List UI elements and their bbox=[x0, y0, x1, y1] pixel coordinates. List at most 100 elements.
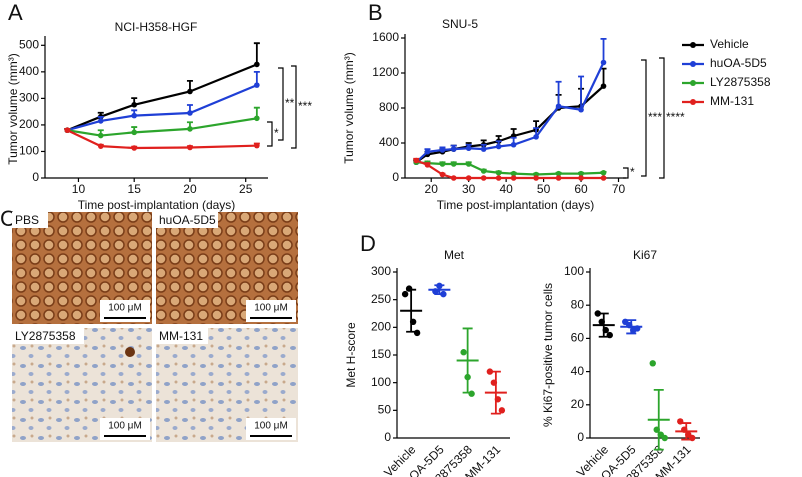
label-bg bbox=[12, 328, 84, 344]
image-label: PBS bbox=[15, 213, 39, 227]
point bbox=[254, 142, 260, 149]
point bbox=[480, 146, 487, 152]
series-line bbox=[67, 117, 258, 137]
y-tick-label: 300 bbox=[371, 264, 391, 278]
label-bg bbox=[12, 212, 48, 228]
point bbox=[533, 175, 539, 181]
scale-label: 100 μM bbox=[254, 303, 288, 314]
legend-marker bbox=[690, 42, 696, 48]
point bbox=[424, 162, 431, 168]
label-bg bbox=[156, 212, 218, 228]
point bbox=[131, 112, 137, 119]
x-tick-label: 70 bbox=[612, 182, 626, 196]
x-tick-label: 20 bbox=[183, 182, 197, 196]
point bbox=[555, 103, 562, 110]
scale-bars: 100 μM 100 μM 100 μM 100 μM bbox=[100, 300, 296, 440]
bracket bbox=[278, 67, 284, 141]
point bbox=[450, 146, 457, 152]
panel-label: B bbox=[368, 0, 383, 25]
significance: **** bbox=[666, 110, 685, 124]
legend-marker bbox=[690, 61, 696, 67]
point bbox=[510, 141, 517, 148]
y-tick-label: 40 bbox=[571, 364, 585, 378]
point bbox=[555, 175, 562, 181]
y-tick-label: 150 bbox=[371, 347, 391, 361]
y-tick-label: 300 bbox=[19, 91, 39, 105]
x-tick-label: 10 bbox=[72, 182, 86, 196]
label-bg bbox=[156, 328, 208, 344]
y-tick-label: 1200 bbox=[372, 65, 399, 79]
point bbox=[187, 88, 193, 95]
x-axis-label: Time post-implantation (days) bbox=[437, 198, 595, 212]
bracket bbox=[641, 59, 647, 177]
dot bbox=[498, 407, 506, 414]
y-axis-label: Tumor volume (mm³) bbox=[342, 52, 356, 164]
point bbox=[495, 143, 502, 150]
point bbox=[450, 175, 457, 181]
x-tick-label: 30 bbox=[462, 182, 476, 196]
point bbox=[413, 157, 420, 164]
legend-label: MM-131 bbox=[710, 94, 754, 108]
point bbox=[578, 106, 584, 113]
point bbox=[97, 143, 104, 149]
y-tick-label: 1600 bbox=[372, 30, 399, 44]
point bbox=[439, 171, 446, 178]
y-tick-label: 80 bbox=[571, 297, 585, 311]
y-tick-label: 0 bbox=[384, 430, 391, 444]
point bbox=[600, 169, 607, 176]
y-tick-label: 200 bbox=[19, 117, 39, 131]
panel-c: C PBS huOA-5D5 LY2875358 MM-131 100 μM 1… bbox=[0, 206, 298, 442]
y-tick-label: 200 bbox=[371, 320, 391, 334]
bracket bbox=[267, 121, 273, 147]
error-bar bbox=[555, 80, 562, 107]
panel-label: D bbox=[360, 231, 376, 256]
significance: *** bbox=[298, 99, 312, 113]
chart-title: SNU-5 bbox=[442, 17, 478, 31]
scale-label: 100 μM bbox=[108, 421, 142, 432]
x-tick-label: 50 bbox=[537, 182, 551, 196]
point bbox=[465, 145, 472, 152]
chart-title: NCI-H358-HGF bbox=[115, 20, 198, 34]
point bbox=[97, 132, 104, 139]
bracket bbox=[291, 65, 297, 149]
point bbox=[465, 175, 472, 181]
point bbox=[187, 144, 193, 151]
y-tick-label: 400 bbox=[19, 64, 39, 78]
point bbox=[187, 126, 193, 132]
y-tick-label: 100 bbox=[371, 375, 391, 389]
chart-title: Ki67 bbox=[633, 248, 657, 262]
point bbox=[480, 168, 487, 174]
stain bbox=[125, 347, 135, 357]
error-bar bbox=[600, 37, 607, 63]
significance: * bbox=[630, 165, 635, 179]
y-tick-label: 800 bbox=[379, 100, 399, 114]
significance: * bbox=[274, 126, 279, 140]
point bbox=[254, 115, 260, 122]
significance: ** bbox=[285, 96, 295, 110]
y-tick-label: 50 bbox=[378, 403, 392, 417]
point bbox=[131, 101, 137, 108]
point bbox=[578, 175, 584, 181]
dot bbox=[401, 290, 409, 298]
y-tick-label: 100 bbox=[564, 264, 584, 278]
point bbox=[254, 82, 260, 88]
bracket bbox=[659, 57, 665, 179]
point bbox=[254, 61, 260, 68]
x-tick-label: 40 bbox=[499, 182, 513, 196]
point bbox=[439, 161, 446, 167]
point bbox=[600, 59, 607, 66]
point bbox=[465, 161, 472, 167]
image-label: huOA-5D5 bbox=[159, 213, 216, 227]
series-line bbox=[66, 129, 257, 150]
dot bbox=[594, 310, 601, 317]
point bbox=[495, 169, 502, 176]
point bbox=[450, 161, 457, 167]
legend-label: huOA-5D5 bbox=[710, 56, 767, 70]
y-axis-label: % Ki67-positive tumor cells bbox=[541, 283, 555, 427]
point bbox=[97, 118, 104, 124]
error-bar bbox=[578, 75, 585, 110]
point bbox=[600, 83, 607, 89]
panel-label: A bbox=[8, 0, 23, 25]
scale-label: 100 μM bbox=[108, 303, 142, 314]
image-label: MM-131 bbox=[159, 329, 203, 343]
